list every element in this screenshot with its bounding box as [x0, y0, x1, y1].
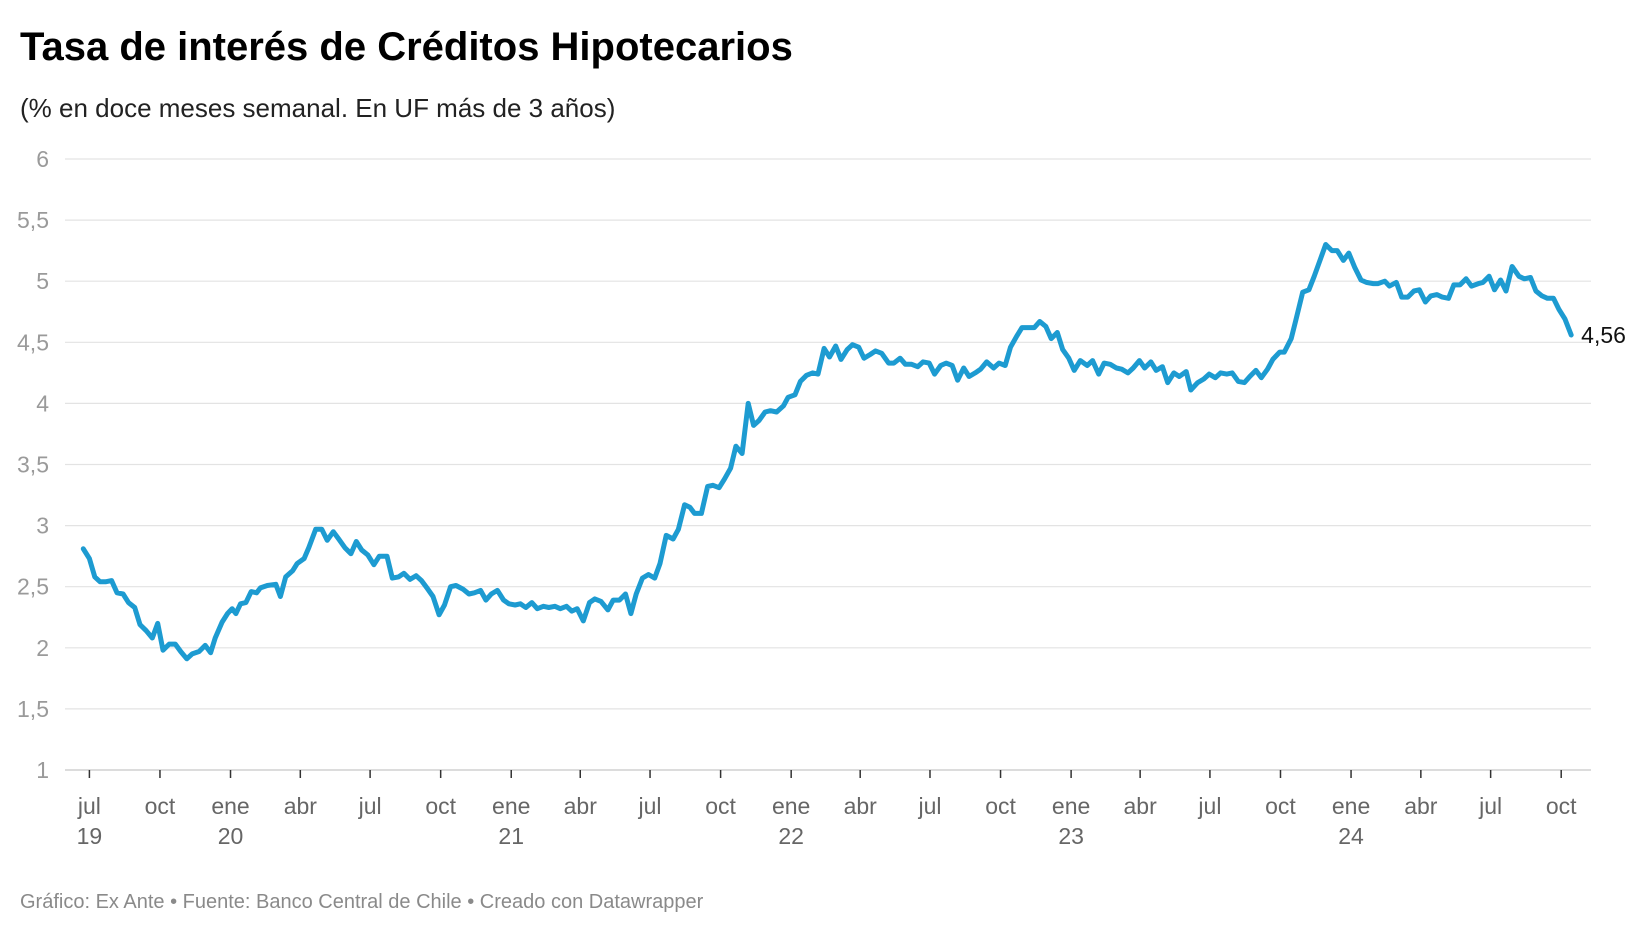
x-tick-month-label: abr	[844, 793, 878, 819]
x-tick-month-label: jul	[358, 793, 382, 819]
x-tick-month-label: ene	[772, 793, 810, 819]
x-tick-month-label: oct	[1265, 793, 1296, 819]
x-axis: jul 19 oct ene 20 abr jul oct ene 21 abr jul oct ene 2…	[77, 770, 1577, 849]
x-tick-month-label: jul	[77, 793, 101, 819]
end-label-layer: 4,56	[1581, 322, 1626, 348]
x-tick-month-label: abr	[1404, 793, 1438, 819]
x-tick-month-label: ene	[1052, 793, 1090, 819]
chart-footer: Gráfico: Ex Ante • Fuente: Banco Central…	[20, 891, 704, 913]
x-tick-month-label: oct	[705, 793, 736, 819]
chart-title: Tasa de interés de Créditos Hipotecarios	[20, 25, 793, 69]
x-tick-year-label: 21	[498, 823, 524, 849]
y-tick-label: 1	[36, 757, 49, 783]
x-tick-month-label: oct	[1546, 793, 1577, 819]
y-tick-label: 2	[36, 635, 49, 661]
x-tick-month-label: oct	[985, 793, 1016, 819]
x-tick-month-label: ene	[211, 793, 249, 819]
x-tick-month-label: jul	[917, 793, 941, 819]
grid-layer: 6 5,5 5 4,5 4 3,5 3 2,5 2 1,5 1	[17, 146, 1591, 783]
x-tick-year-label: 24	[1338, 823, 1364, 849]
y-tick-label: 1,5	[17, 696, 49, 722]
x-tick-month-label: oct	[425, 793, 456, 819]
x-tick-year-label: 23	[1058, 823, 1084, 849]
x-tick-month-label: abr	[1124, 793, 1158, 819]
chart-subtitle: (% en doce meses semanal. En UF más de 3…	[20, 93, 616, 123]
x-tick-year-label: 22	[778, 823, 804, 849]
y-tick-label: 5	[36, 268, 49, 294]
y-tick-label: 3	[36, 513, 49, 539]
end-value-label: 4,56	[1581, 322, 1626, 348]
x-tick-year-label: 20	[218, 823, 244, 849]
x-tick-month-label: ene	[1332, 793, 1370, 819]
x-tick-month-label: jul	[1197, 793, 1221, 819]
series-layer	[80, 242, 1574, 662]
x-tick-month-label: oct	[145, 793, 176, 819]
x-tick-year-label: 19	[77, 823, 103, 849]
series-line	[80, 242, 1574, 662]
y-tick-label: 2,5	[17, 574, 49, 600]
y-tick-label: 4	[36, 390, 49, 416]
y-tick-label: 3,5	[17, 452, 49, 478]
y-tick-label: 4,5	[17, 329, 49, 355]
x-tick-month-label: jul	[638, 793, 662, 819]
y-tick-label: 5,5	[17, 207, 49, 233]
x-tick-month-label: ene	[492, 793, 530, 819]
y-tick-label: 6	[36, 146, 49, 172]
x-tick-month-label: jul	[1478, 793, 1502, 819]
x-tick-month-label: abr	[564, 793, 598, 819]
x-tick-month-label: abr	[284, 793, 318, 819]
